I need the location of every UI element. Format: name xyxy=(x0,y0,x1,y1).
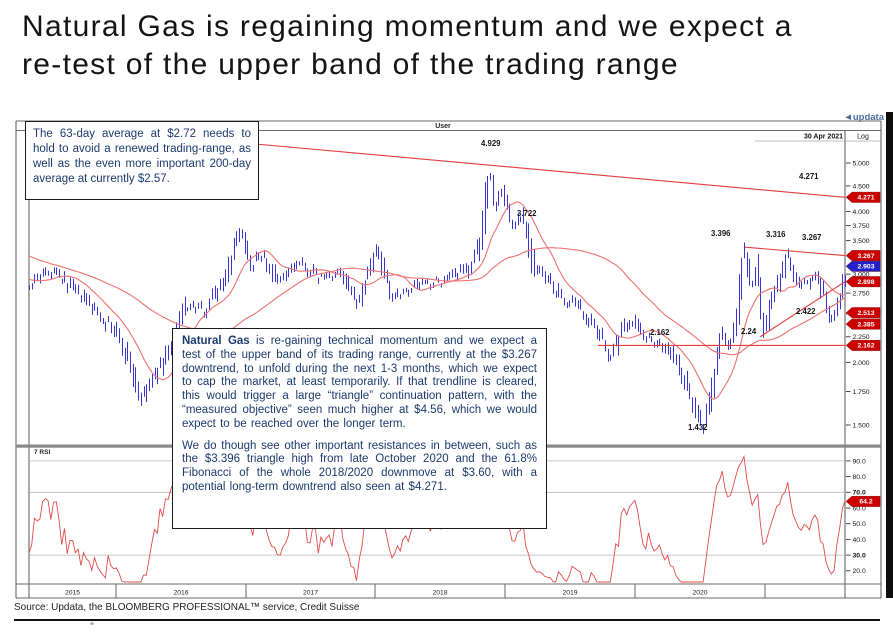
note-paragraph-1-text: is re-gaining technical momentum and we … xyxy=(182,335,537,430)
rsi-tick-label: 40.0 xyxy=(853,537,866,544)
chart-window-title: User xyxy=(435,123,451,130)
rsi-tick-label: 90.0 xyxy=(853,458,866,465)
axis-tag-label-3.267: 3.267 xyxy=(857,253,874,260)
year-label: 2015 xyxy=(65,590,80,597)
bottom-rule xyxy=(14,619,880,621)
price-tick-label: 4.000 xyxy=(853,209,870,216)
price-tick-label: 5.000 xyxy=(853,160,870,167)
updata-logo: ◄updata xyxy=(843,112,884,123)
price-tick-label: 1.500 xyxy=(853,422,870,429)
trendline-uptrend-from-dec-2020-low xyxy=(759,281,846,338)
price-tick-label: 2.250 xyxy=(853,334,870,341)
page-title-line1: Natural Gas is regaining momentum and we… xyxy=(22,10,793,43)
note-paragraph-2: We do though see other important resista… xyxy=(182,439,537,493)
axes: 5.0004.5004.0003.7503.5003.0002.7502.500… xyxy=(65,160,870,598)
source-line: Source: Updata, the BLOOMBERG PROFESSION… xyxy=(14,601,360,613)
annotation-2.162: 2.162 xyxy=(650,328,670,337)
moving-average-200-day-average xyxy=(28,247,846,356)
price-bar-series xyxy=(29,173,846,434)
axis-tag-2.385 xyxy=(845,318,881,330)
axis-tag-4.271 xyxy=(845,191,881,203)
price-tick-label: 3.500 xyxy=(853,238,870,245)
note-paragraph-1: Natural Gas is re-gaining technical mome… xyxy=(182,335,537,432)
axis-tag-2.513 xyxy=(845,307,881,319)
year-label: 2019 xyxy=(562,590,577,597)
price-tick-label: 4.500 xyxy=(853,183,870,190)
axis-tag-64.2 xyxy=(845,496,881,507)
axis-tag-2.898 xyxy=(845,276,881,288)
rsi-label: 7 RSI xyxy=(34,449,50,456)
axis-tag-label-2.903: 2.903 xyxy=(857,264,874,271)
price-tick-label: 2.750 xyxy=(853,291,870,298)
annotation-3.316: 3.316 xyxy=(766,230,786,239)
rsi-tick-label: 60.0 xyxy=(853,505,866,512)
axis-tag-label-2.898: 2.898 xyxy=(857,279,874,286)
moving-averages xyxy=(28,201,846,400)
rsi-tick-label: 50.0 xyxy=(853,521,866,528)
moving-average-63-day-average xyxy=(28,201,845,400)
price-tick-label: 3.000 xyxy=(853,272,870,279)
callout-text: The 63-day average at $2.72 needs to hol… xyxy=(33,128,251,185)
price-tick-label: 2.000 xyxy=(853,360,870,367)
note-lead: Natural Gas xyxy=(182,335,250,347)
footnote-mark: ” xyxy=(90,621,94,633)
year-label: 2020 xyxy=(692,590,707,597)
year-label: 2018 xyxy=(432,590,447,597)
year-label: 2017 xyxy=(303,590,318,597)
axis-tag-label-64.2: 64.2 xyxy=(859,499,872,506)
annotation-3.722: 3.722 xyxy=(517,209,537,218)
trendline-triangle-downtrend xyxy=(744,246,846,257)
price-bars xyxy=(29,173,846,434)
page-title: Natural Gas is regaining momentum and we… xyxy=(22,8,882,84)
price-tick-label: 1.750 xyxy=(853,389,870,396)
annotation-1.432: 1.432 xyxy=(688,423,708,432)
log-scale-label: Log xyxy=(857,134,869,141)
rsi-tick-label: 70.0 xyxy=(853,490,866,497)
axis-tag-label-2.162: 2.162 xyxy=(857,343,874,350)
axis-tag-2.162 xyxy=(845,340,881,351)
axis-tag-label-2.385: 2.385 xyxy=(857,321,874,328)
chart-annotations: 4.929 3.722 4.271 3.396 3.316 3.267 2.422 2.24 2… xyxy=(481,139,822,432)
annotation-4.271: 4.271 xyxy=(799,172,819,181)
year-label: 2016 xyxy=(173,590,188,597)
annotation-2.422: 2.422 xyxy=(796,307,816,316)
axis-tag-label-2.513: 2.513 xyxy=(857,310,874,317)
chart-date-label: 30 Apr 2021 xyxy=(804,134,843,141)
rsi-tick-label: 30.0 xyxy=(853,553,866,560)
axis-tag-label-4.271: 4.271 xyxy=(857,195,874,202)
axis-tag-3.267 xyxy=(845,250,881,261)
annotation-4.929: 4.929 xyxy=(481,139,501,148)
rsi-tick-label: 20.0 xyxy=(853,568,866,575)
callout-box: The 63-day average at $2.72 needs to hol… xyxy=(25,121,259,200)
analysis-note-box: Natural Gas is re-gaining technical mome… xyxy=(172,328,547,529)
price-tags: 4.271 3.267 2.903 2.898 2.513 2.385 2.162 64.2 xyxy=(845,191,881,507)
page-title-line2: re-test of the upper band of the trading… xyxy=(22,48,679,81)
annotation-3.267: 3.267 xyxy=(802,233,822,242)
annotation-2.24: 2.24 xyxy=(741,327,757,336)
axis-tag-2.903 xyxy=(845,260,881,272)
annotation-3.396: 3.396 xyxy=(711,229,731,238)
window-right-edge xyxy=(886,112,893,598)
price-tick-label: 3.750 xyxy=(853,223,870,230)
rsi-tick-label: 80.0 xyxy=(853,474,866,481)
